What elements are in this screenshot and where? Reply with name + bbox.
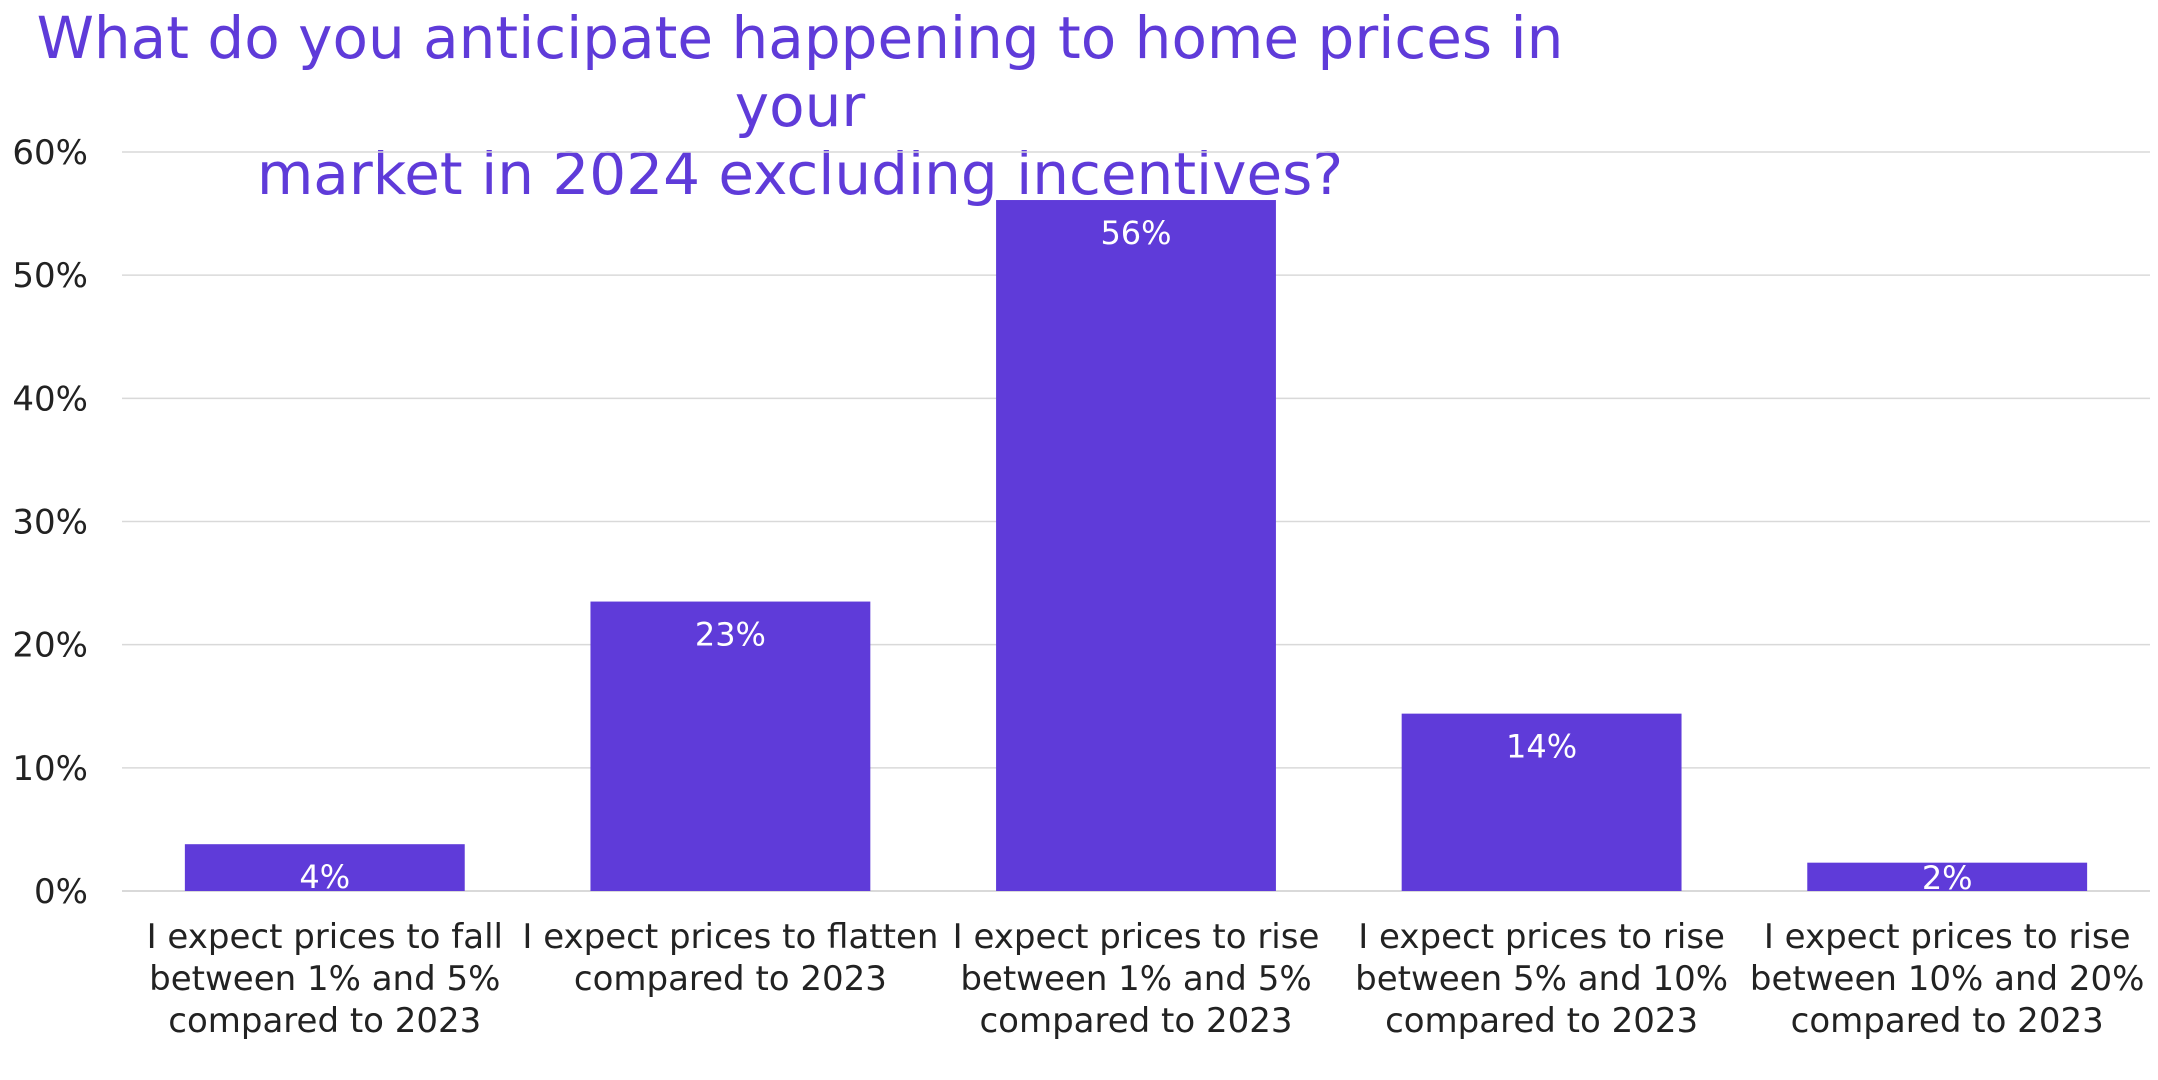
x-axis-category-labels: I expect prices to fall between 1% and 5%…	[147, 917, 2145, 1041]
bar	[1807, 862, 2088, 891]
data-label: 56%	[1100, 214, 1171, 252]
x-category-label: I expect prices to fall between 1% and 5%…	[147, 917, 503, 1041]
bar	[1401, 713, 1682, 891]
x-category-label: I expect prices to rise between 1% and 5%…	[953, 917, 1320, 1041]
y-tick-label: 50%	[12, 256, 88, 296]
data-label: 23%	[695, 616, 766, 654]
data-label: 4%	[299, 858, 350, 896]
y-tick-label: 60%	[12, 133, 88, 173]
y-tick-label: 10%	[12, 749, 88, 789]
y-tick-label: 30%	[12, 503, 88, 543]
x-category-label: I expect prices to rise between 10% and 2…	[1750, 917, 2145, 1041]
x-category-label: I expect prices to rise between 5% and 10…	[1355, 917, 1728, 1041]
bar	[590, 601, 871, 891]
y-axis-tick-labels: 0% 10% 20% 30% 40% 50% 60%	[12, 133, 88, 912]
x-category-label: I expect prices to flatten compared to 20…	[522, 917, 938, 999]
y-tick-label: 20%	[12, 626, 88, 666]
y-tick-label: 0%	[34, 872, 88, 912]
chart-title-line-1: What do you anticipate happening to home…	[36, 4, 1564, 140]
data-label: 14%	[1506, 728, 1577, 766]
y-tick-label: 40%	[12, 379, 88, 419]
data-labels: 4% 23% 56% 14% 2%	[299, 214, 1972, 897]
bar	[184, 844, 465, 891]
data-label: 2%	[1922, 859, 1973, 897]
bar	[996, 200, 1276, 891]
bars	[184, 200, 2088, 891]
